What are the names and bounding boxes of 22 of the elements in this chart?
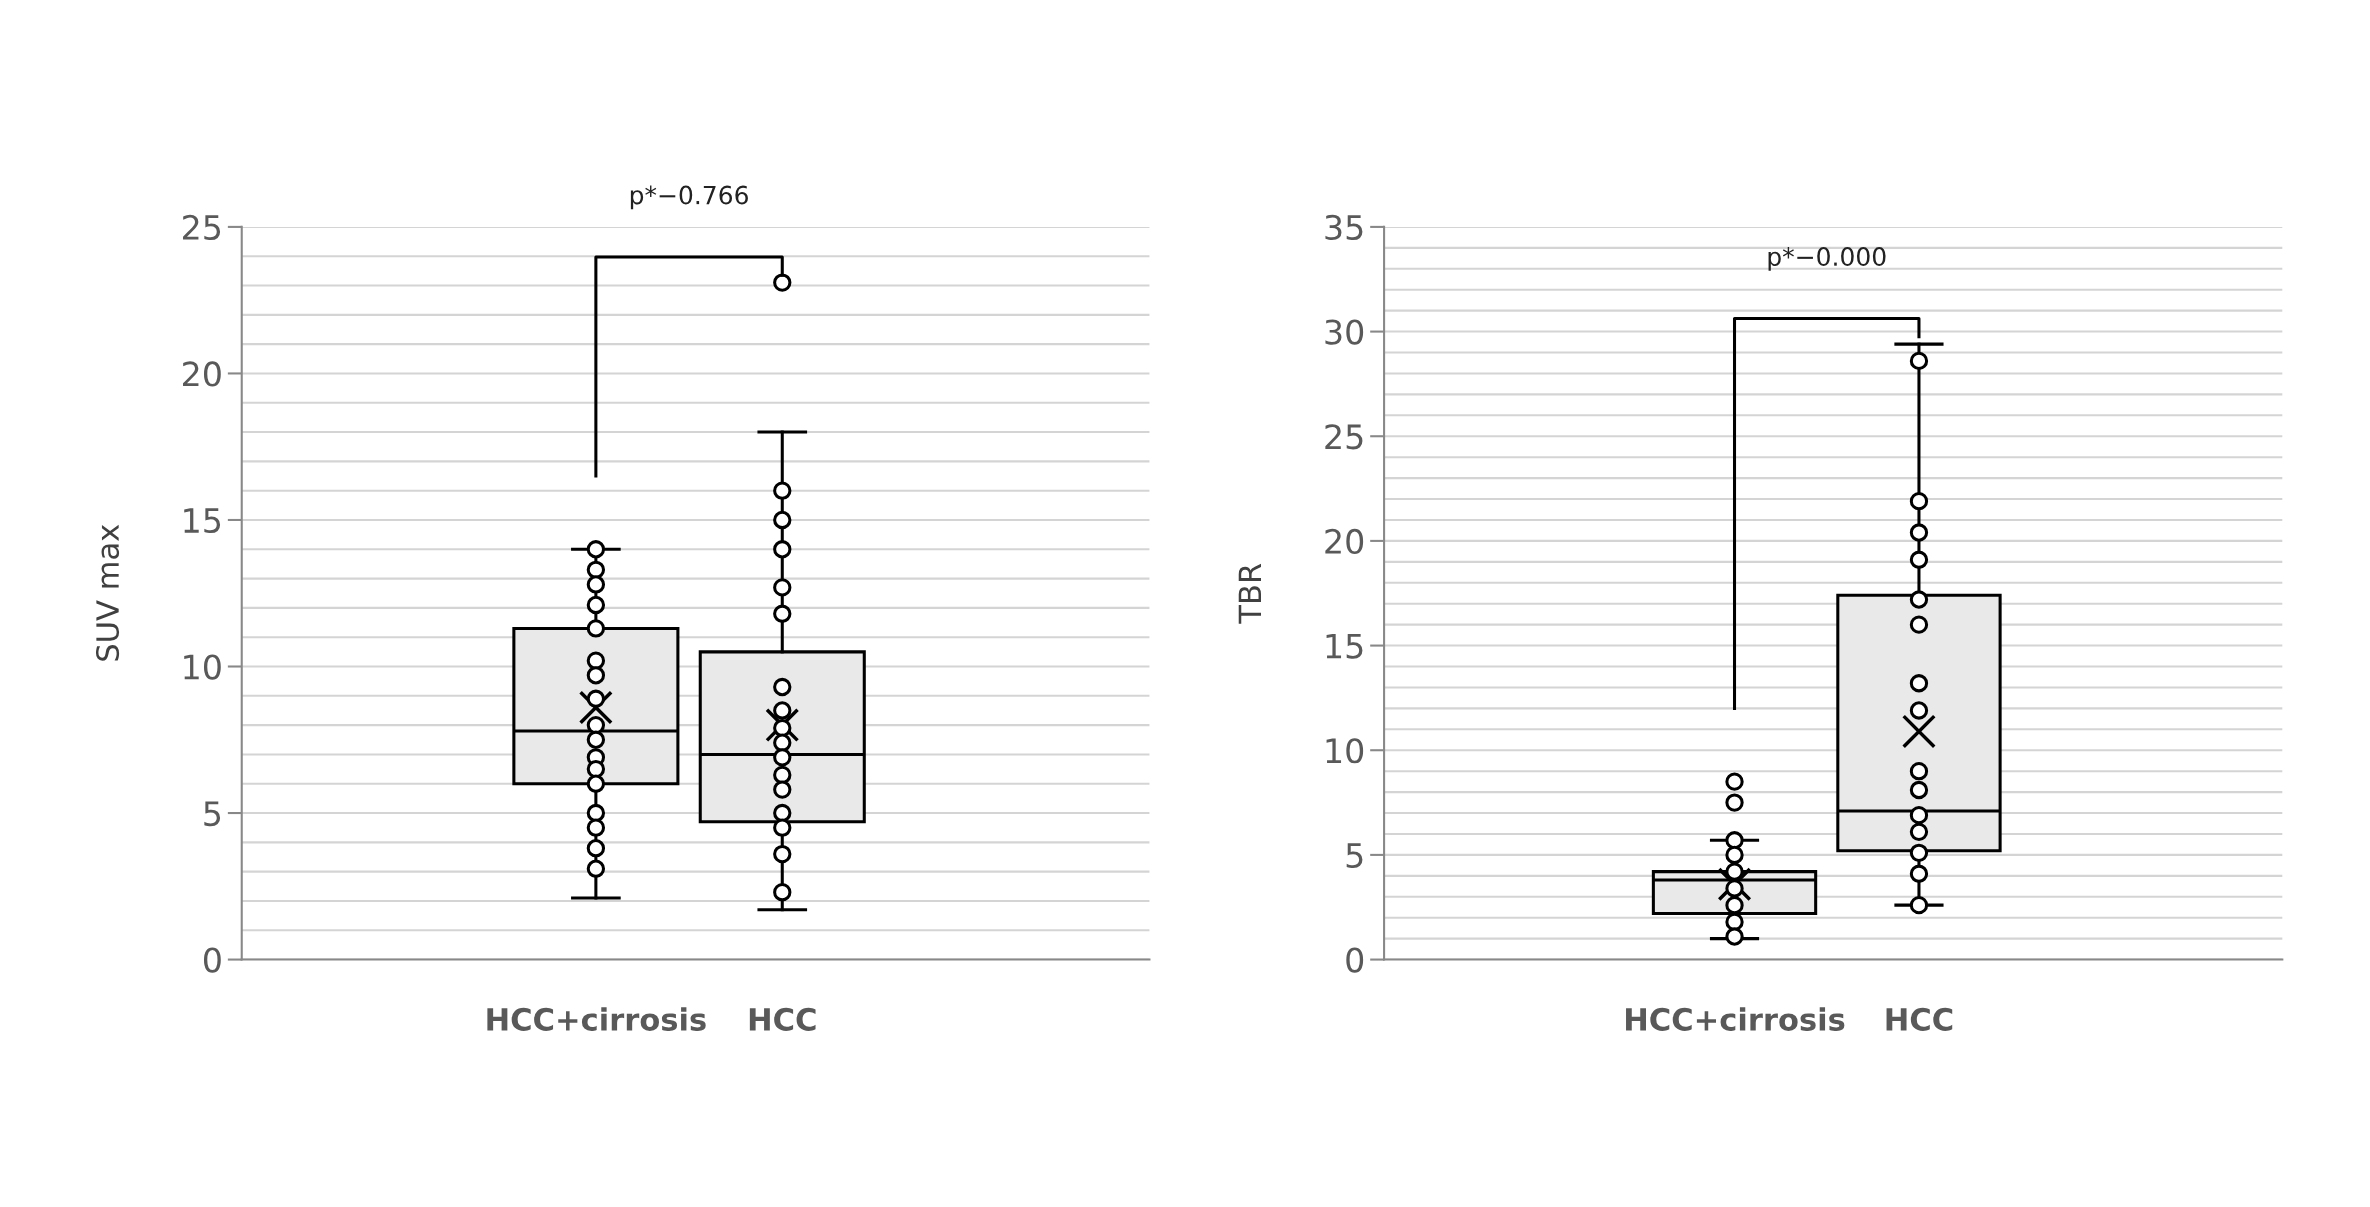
y-tick-label: 0	[1346, 947, 1364, 973]
annotation: p*−0.000	[1768, 247, 1886, 271]
y-tick-label: 20	[1325, 528, 1364, 555]
y-tick-label: 0	[203, 947, 221, 973]
x-tick-label: HCC+cirrosis	[1626, 1007, 1845, 1031]
y-tick-label: 20	[183, 361, 221, 387]
x-tick-label: HCC+cirrosis	[487, 1007, 706, 1031]
y-tick-label: 10	[184, 654, 221, 680]
y-tick-label: 15	[1326, 633, 1363, 659]
y-axis-title: SUV max	[95, 524, 120, 661]
y-tick-label: 30	[1325, 319, 1364, 345]
x-tick-label: HCC	[749, 1007, 816, 1031]
x-tick-label: HCC	[1886, 1007, 1953, 1031]
y-tick-label: 25	[183, 214, 221, 241]
y-tick-label: 25	[1325, 424, 1363, 450]
text: p*−0.766	[630, 185, 748, 210]
y-tick-label: 5	[1346, 843, 1363, 869]
y-tick-label: 35	[1325, 214, 1363, 241]
y-axis-title: TBR	[1238, 563, 1261, 624]
y-tick-label: 5	[204, 801, 221, 827]
y-tick-label: 15	[184, 508, 221, 534]
y-tick-label: 10	[1326, 738, 1364, 764]
